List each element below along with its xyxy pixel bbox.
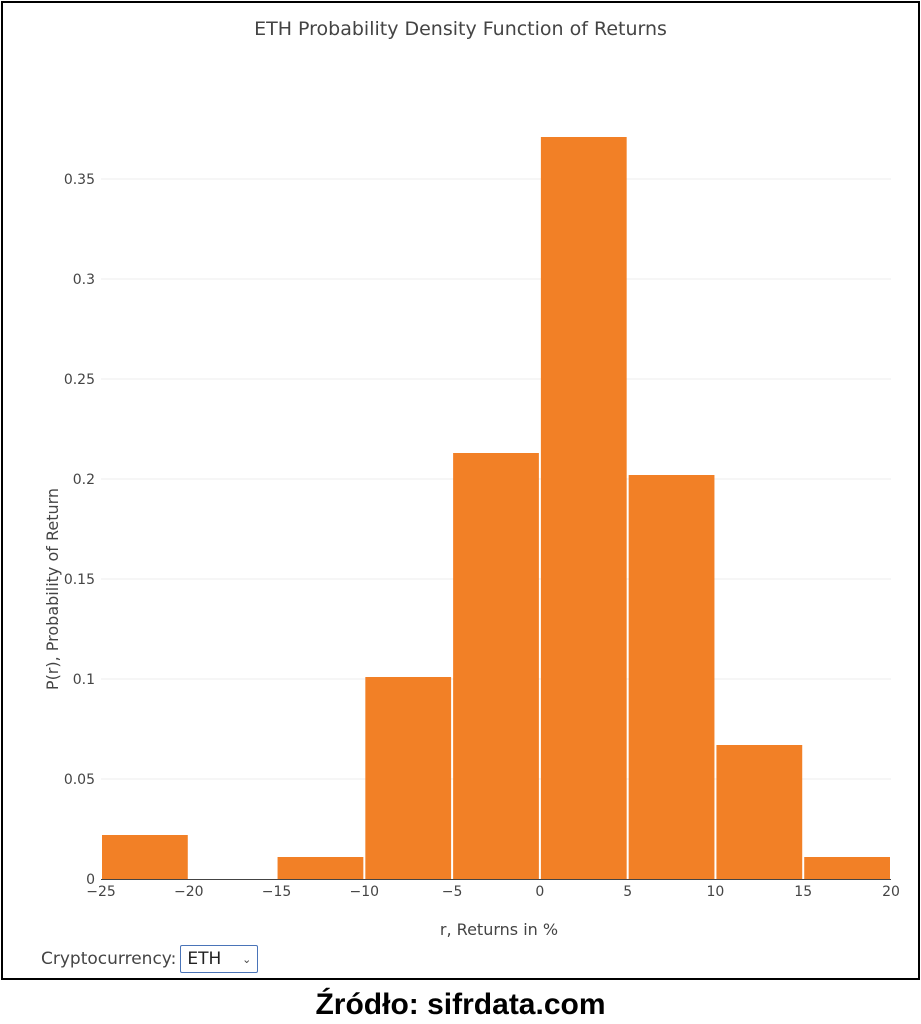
y-axis-title: P(r), Probability of Return [43,488,62,690]
chevron-down-icon: ⌄ [242,952,252,966]
cryptocurrency-label: Cryptocurrency: [41,949,177,969]
x-axis-title: r, Returns in % [440,920,558,939]
y-tick-label: 0.3 [73,272,95,288]
y-tick-label: 0.25 [64,372,95,388]
y-tick-label: 0.1 [73,672,95,688]
histogram-bar [716,745,803,879]
x-tick-label: 0 [535,884,544,900]
histogram-bar [540,137,627,879]
histogram-bar [365,677,452,879]
histogram-bar [102,835,188,879]
x-tick-label: −5 [442,884,463,900]
x-tick-label: 20 [882,884,900,900]
x-tick-label: −20 [174,884,204,900]
x-tick-label: −10 [350,884,380,900]
histogram-bar [628,475,715,879]
y-tick-label: 0.15 [64,572,95,588]
histogram-bar [277,857,364,879]
histogram-bar [453,453,539,879]
x-tick-label: 15 [794,884,812,900]
source-caption: Źródło: sifrdata.com [315,988,606,1021]
cryptocurrency-value: ETH [187,949,222,969]
y-tick-label: 0.2 [73,472,95,488]
histogram-bar [804,857,890,879]
cryptocurrency-dropdown[interactable]: ETH ⌄ [180,945,259,973]
x-tick-label: −15 [262,884,292,900]
x-tick-label: 10 [707,884,725,900]
y-tick-label: 0.35 [64,172,95,188]
x-tick-label: 5 [623,884,632,900]
y-tick-label: 0 [86,872,95,888]
y-tick-label: 0.05 [64,772,95,788]
chart-frame: ETH Probability Density Function of Retu… [1,1,920,980]
chart-title: ETH Probability Density Function of Retu… [254,18,667,40]
cryptocurrency-selector: Cryptocurrency: ETH ⌄ [41,945,259,973]
histogram-plot: 0 0.05 0.1 0.15 0.2 0.25 0.3 0.35 −25 −20 −15 −10 −5… [43,137,900,939]
x-tick-label: −25 [86,884,116,900]
